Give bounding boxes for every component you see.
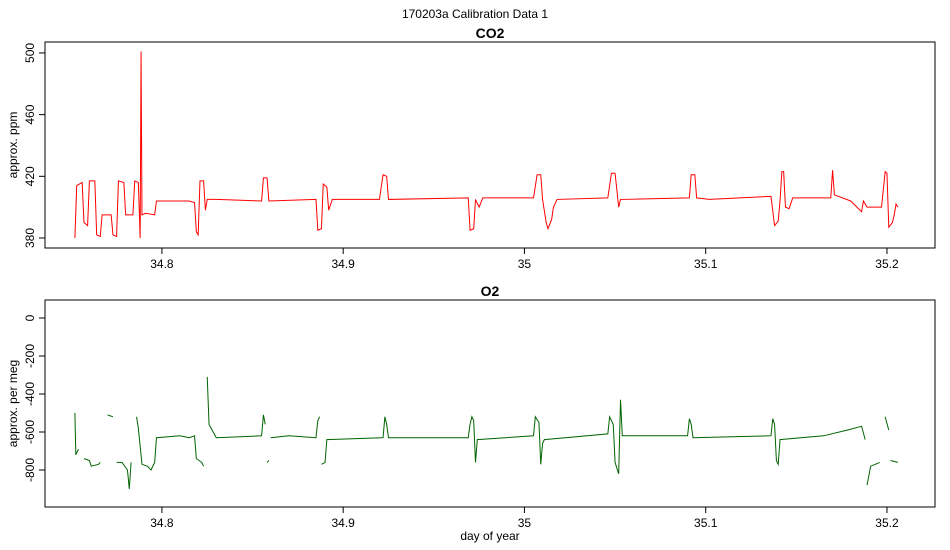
x-tick-label: 34.8 [150,516,174,530]
y-tick-label: -800 [23,458,37,482]
plot-frame [44,41,936,249]
y-tick-label: 0 [23,314,37,321]
panel-title: CO2 [476,25,505,41]
x-tick-label: 35.2 [875,516,899,530]
x-tick-label: 34.9 [331,516,355,530]
x-tick-label: 35.1 [694,516,718,530]
figure-title: 170203a Calibration Data 1 [402,7,548,21]
x-tick-label: 35.2 [875,257,899,271]
y-tick-label: -600 [23,420,37,444]
y-tick-label: 500 [23,43,37,63]
y-tick-label: 460 [23,104,37,124]
y-tick-label: 380 [23,228,37,248]
plot-frame [44,299,936,508]
x-tick-label: 34.9 [331,257,355,271]
x-tick-label: 35.1 [694,257,718,271]
x-tick-label: 35 [518,516,532,530]
y-tick-label: 420 [23,166,37,186]
y-axis-label: approx. per meg [6,360,20,447]
x-axis-label: day of year [460,529,519,543]
y-tick-label: -400 [23,382,37,406]
panel-title: O2 [481,283,500,299]
x-tick-label: 35 [518,257,532,271]
data-line [74,51,899,238]
data-line [74,376,898,490]
y-tick-label: -200 [23,344,37,368]
x-tick-label: 34.8 [150,257,174,271]
y-axis-label: approx. ppm [6,112,20,179]
